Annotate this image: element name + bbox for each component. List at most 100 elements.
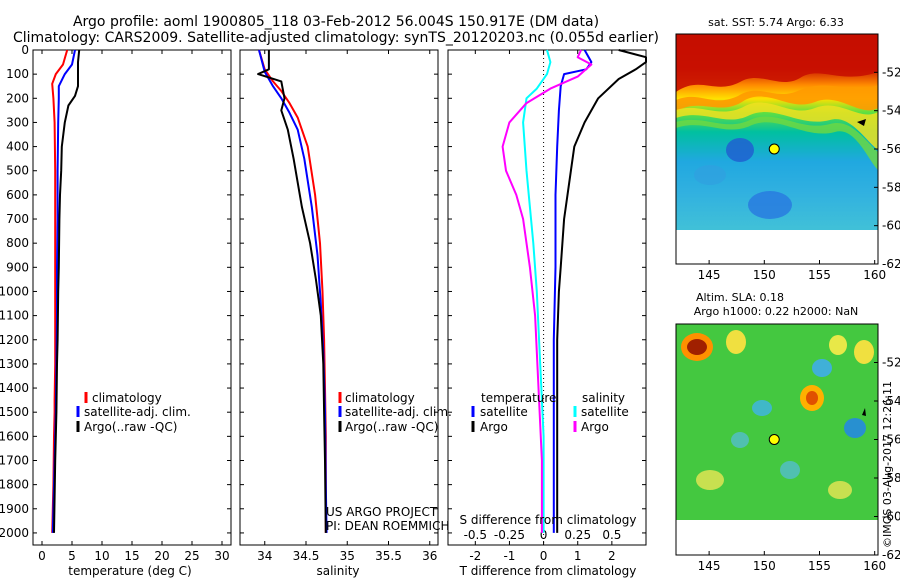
sst-cold-patch bbox=[726, 138, 754, 162]
legend-label-satellite: satellite-adj. clim. bbox=[345, 405, 452, 419]
map-x-tick-label: 155 bbox=[808, 268, 831, 282]
x-top-tick-label: 0.5 bbox=[602, 528, 621, 542]
x-tick-label: 34 bbox=[257, 549, 272, 563]
figure-title-line1: Argo profile: aoml 1900805_118 03-Feb-20… bbox=[73, 14, 599, 30]
legend-label-sal-argo: Argo bbox=[581, 420, 609, 434]
argo-float-marker bbox=[768, 434, 780, 445]
map-y-tick-label: -62 bbox=[882, 548, 900, 562]
y-tick-label: 1100 bbox=[0, 309, 29, 323]
y-tick-label: 2000 bbox=[0, 526, 29, 540]
x-tick-label: 5 bbox=[68, 549, 76, 563]
series-line bbox=[258, 49, 328, 533]
series-layer bbox=[51, 49, 647, 533]
legend-label-temp-satellite: satellite bbox=[480, 405, 528, 419]
series-line bbox=[53, 49, 81, 533]
x-tick-label: 35.5 bbox=[375, 549, 402, 563]
sla-high-eddy-core bbox=[687, 339, 707, 355]
salinity-panel-frame bbox=[239, 49, 439, 546]
sla-high-eddy-core bbox=[806, 391, 818, 405]
series-line bbox=[501, 49, 593, 533]
x-tick-label: 0 bbox=[540, 549, 548, 563]
map-x-tick-label: 150 bbox=[753, 268, 776, 282]
x-tick-label: 0 bbox=[38, 549, 46, 563]
map-y-tick-label: -52 bbox=[882, 356, 900, 370]
legend-label-sal-satellite: satellite bbox=[581, 405, 629, 419]
temperature-xlabel: temperature (deg C) bbox=[68, 564, 191, 578]
x-tick-label: 15 bbox=[124, 549, 139, 563]
sla-low-eddy bbox=[752, 400, 772, 416]
x-top-tick-label: 0.25 bbox=[564, 528, 591, 542]
series-line bbox=[257, 50, 327, 533]
sla-high-eddy bbox=[854, 340, 874, 364]
sla-high-eddy bbox=[829, 335, 847, 355]
salinity-legend: climatology satellite-adj. clim. Argo(..… bbox=[338, 391, 452, 434]
y-tick-label: 1000 bbox=[0, 284, 29, 298]
sst-yellow-band bbox=[676, 102, 878, 150]
map-y-tick-label: -56 bbox=[882, 142, 900, 156]
x-tick-label: 25 bbox=[184, 549, 199, 563]
sst-orange-band bbox=[676, 85, 878, 112]
difference-xlabel-top: S difference from climatology bbox=[460, 513, 637, 527]
x-tick-label: 34.5 bbox=[293, 549, 320, 563]
map-y-tick-label: -58 bbox=[882, 180, 900, 194]
sla-low-eddy bbox=[812, 359, 832, 377]
difference-panel-frame bbox=[447, 49, 647, 546]
series-line bbox=[522, 49, 552, 533]
map-x-tick-label: 160 bbox=[863, 559, 886, 573]
sla-low-eddy bbox=[844, 418, 866, 438]
sla-low-eddy bbox=[731, 432, 749, 448]
legend-label-temp-argo: Argo bbox=[480, 420, 508, 434]
sst-green-band bbox=[676, 116, 878, 170]
sla-map-title: Altim. SLA: 0.18 bbox=[696, 291, 784, 304]
legend-label-argo: Argo(..raw -QC) bbox=[84, 420, 177, 434]
sla-map-subtitle: Argo h1000: 0.22 h2000: NaN bbox=[694, 305, 859, 318]
sst-map-field bbox=[676, 34, 878, 230]
y-tick-label: 1500 bbox=[0, 405, 29, 419]
y-tick-label: 500 bbox=[6, 164, 29, 178]
map-y-tick-label: -58 bbox=[882, 471, 900, 485]
series-line bbox=[258, 49, 327, 533]
map-y-tick-label: -62 bbox=[882, 257, 900, 271]
x-tick-label: 1 bbox=[574, 549, 582, 563]
sst-map-title: sat. SST: 5.74 Argo: 6.33 bbox=[708, 16, 844, 29]
series-line bbox=[556, 49, 647, 533]
legend-label-satellite: satellite-adj. clim. bbox=[84, 405, 191, 419]
y-tick-label: 1800 bbox=[0, 478, 29, 492]
sla-map-ticks: 145 150 155 160 -52 -54 -56 -58 -60 -62 bbox=[698, 356, 900, 574]
y-tick-label: 100 bbox=[6, 67, 29, 81]
y-tick-label: 600 bbox=[6, 188, 29, 202]
x-tick-label: -2 bbox=[469, 549, 481, 563]
map-y-tick-label: -54 bbox=[882, 104, 900, 118]
y-tick-label: 200 bbox=[6, 91, 29, 105]
y-tick-label: 300 bbox=[6, 115, 29, 129]
map-y-tick-label: -54 bbox=[882, 394, 900, 408]
x-tick-label: 10 bbox=[94, 549, 109, 563]
credit-label: ©IMOS 03-Aug-2017 12:26:11 bbox=[881, 381, 894, 548]
x-tick-label: -1 bbox=[503, 549, 515, 563]
y-tick-label: 400 bbox=[6, 140, 29, 154]
y-tick-label: 1200 bbox=[0, 333, 29, 347]
difference-legend: temperature satellite Argo salinity sate… bbox=[471, 391, 629, 434]
y-tick-label: 900 bbox=[6, 260, 29, 274]
map-y-tick-label: -56 bbox=[882, 433, 900, 447]
sst-map-land-mask bbox=[676, 230, 878, 264]
x-tick-label: 30 bbox=[214, 549, 229, 563]
sst-cold-patch bbox=[694, 165, 726, 185]
sst-cold-patch bbox=[748, 191, 792, 219]
x-top-tick-label: -0.5 bbox=[464, 528, 487, 542]
map-y-tick-label: -52 bbox=[882, 65, 900, 79]
sst-map-ticks: 145 150 155 160 -52 -54 -56 -58 -60 -62 bbox=[698, 65, 900, 282]
salinity-xlabel: salinity bbox=[316, 564, 359, 578]
sla-map-field bbox=[676, 324, 878, 520]
project-annotation: US ARGO PROJECT bbox=[326, 505, 438, 519]
y-tick-label: 1600 bbox=[0, 429, 29, 443]
x-tick-label: 36 bbox=[422, 549, 437, 563]
legend-label-climatology: climatology bbox=[92, 391, 162, 405]
figure-title-line2: Climatology: CARS2009. Satellite-adjuste… bbox=[13, 30, 659, 46]
y-tick-label: 1700 bbox=[0, 453, 29, 467]
map-x-tick-label: 145 bbox=[698, 559, 721, 573]
sla-map-land-mask bbox=[676, 520, 878, 555]
map-y-tick-label: -60 bbox=[882, 510, 900, 524]
temperature-legend: climatology satellite-adj. clim. Argo(..… bbox=[76, 391, 191, 434]
